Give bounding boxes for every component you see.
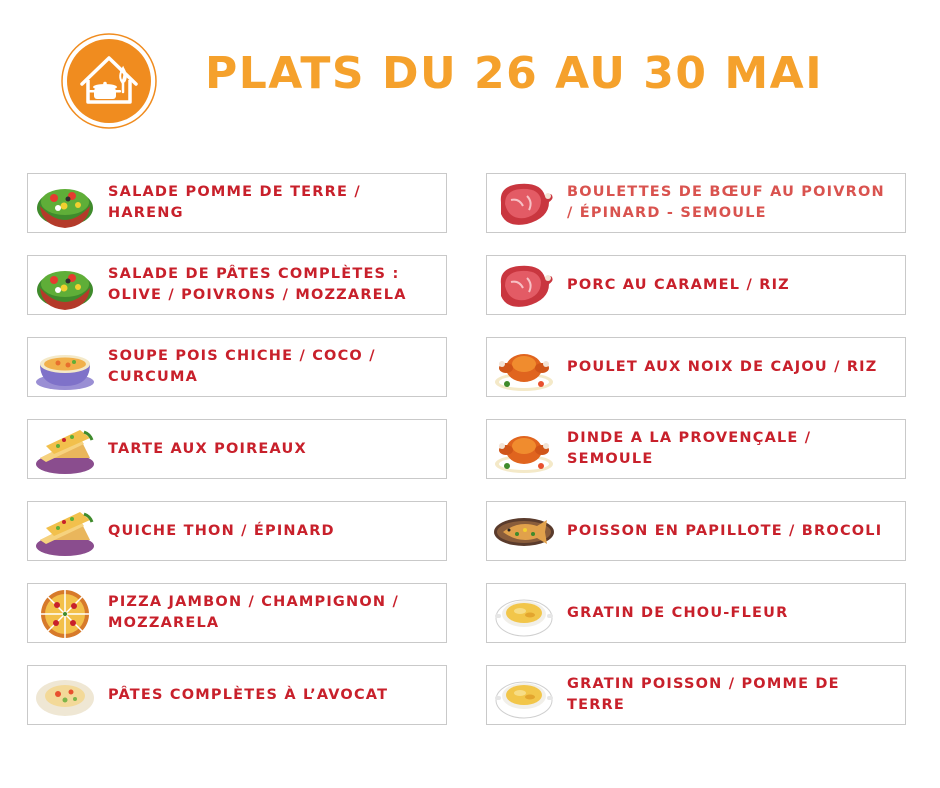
quiche-slice-icon xyxy=(34,424,96,476)
menu-item-card: POISSON EN PAPILLOTE / BROCOLI xyxy=(486,501,906,561)
menu-item-label: SALADE DE PÂTES COMPLÈTES : OLIVE / POIV… xyxy=(108,266,407,303)
menu-item-label: SOUPE POIS CHICHE / COCO / CURCUMA xyxy=(108,348,376,385)
left-menu-column: SALADE POMME DE TERRE / HARENG SALADE DE… xyxy=(27,173,449,747)
menu-item-card: SALADE POMME DE TERRE / HARENG xyxy=(27,173,447,233)
salad-bowl-icon xyxy=(34,260,96,312)
menu-item-label: PORC AU CARAMEL / RIZ xyxy=(567,276,790,293)
menu-item-label: TARTE AUX POIREAUX xyxy=(108,440,307,457)
menu-item-card: BOULETTES DE BŒUF AU POIVRON / ÉPINARD -… xyxy=(486,173,906,233)
menu-item-card: QUICHE THON / ÉPINARD xyxy=(27,501,447,561)
menu-item-card: GRATIN POISSON / POMME DE TERRE xyxy=(486,665,906,725)
right-menu-column: BOULETTES DE BŒUF AU POIVRON / ÉPINARD -… xyxy=(486,173,908,747)
quiche-slice-icon xyxy=(34,506,96,558)
menu-item-label: GRATIN POISSON / POMME DE TERRE xyxy=(567,676,840,713)
meat-steak-icon xyxy=(493,178,555,230)
menu-item-card: PORC AU CARAMEL / RIZ xyxy=(486,255,906,315)
soup-bowl-icon xyxy=(34,342,96,394)
menu-item-label: QUICHE THON / ÉPINARD xyxy=(108,522,335,539)
menu-item-label: SALADE POMME DE TERRE / HARENG xyxy=(108,184,361,221)
menu-item-card: DINDE A LA PROVENÇALE / SEMOULE xyxy=(486,419,906,479)
page-title: PLATS DU 26 AU 30 MAI xyxy=(205,48,824,99)
menu-item-label: PÂTES COMPLÈTES À L’AVOCAT xyxy=(108,686,389,703)
gratin-dish-icon xyxy=(493,670,555,722)
menu-item-card: PÂTES COMPLÈTES À L’AVOCAT xyxy=(27,665,447,725)
menu-item-label: POULET AUX NOIX DE CAJOU / RIZ xyxy=(567,358,878,375)
menu-item-card: SALADE DE PÂTES COMPLÈTES : OLIVE / POIV… xyxy=(27,255,447,315)
menu-item-label: GRATIN DE CHOU-FLEUR xyxy=(567,604,789,621)
gratin-dish-icon xyxy=(493,588,555,640)
pasta-plate-icon xyxy=(34,670,96,722)
salad-bowl-icon xyxy=(34,178,96,230)
menu-item-label: POISSON EN PAPILLOTE / BROCOLI xyxy=(567,522,883,539)
fish-plate-icon xyxy=(493,506,555,558)
menu-item-card: POULET AUX NOIX DE CAJOU / RIZ xyxy=(486,337,906,397)
roast-chicken-icon xyxy=(493,342,555,394)
menu-item-card: PIZZA JAMBON / CHAMPIGNON / MOZZARELA xyxy=(27,583,447,643)
menu-item-card: TARTE AUX POIREAUX xyxy=(27,419,447,479)
menu-item-card: GRATIN DE CHOU-FLEUR xyxy=(486,583,906,643)
pizza-icon xyxy=(34,588,96,640)
roast-chicken-icon xyxy=(493,424,555,476)
menu-item-label: DINDE A LA PROVENÇALE / SEMOULE xyxy=(567,430,812,467)
meat-steak-icon xyxy=(493,260,555,312)
menu-item-card: SOUPE POIS CHICHE / COCO / CURCUMA xyxy=(27,337,447,397)
logo xyxy=(60,32,158,130)
menu-item-label: BOULETTES DE BŒUF AU POIVRON / ÉPINARD -… xyxy=(567,184,885,221)
kitchen-logo-icon xyxy=(61,33,157,129)
menu-item-label: PIZZA JAMBON / CHAMPIGNON / MOZZARELA xyxy=(108,594,399,631)
